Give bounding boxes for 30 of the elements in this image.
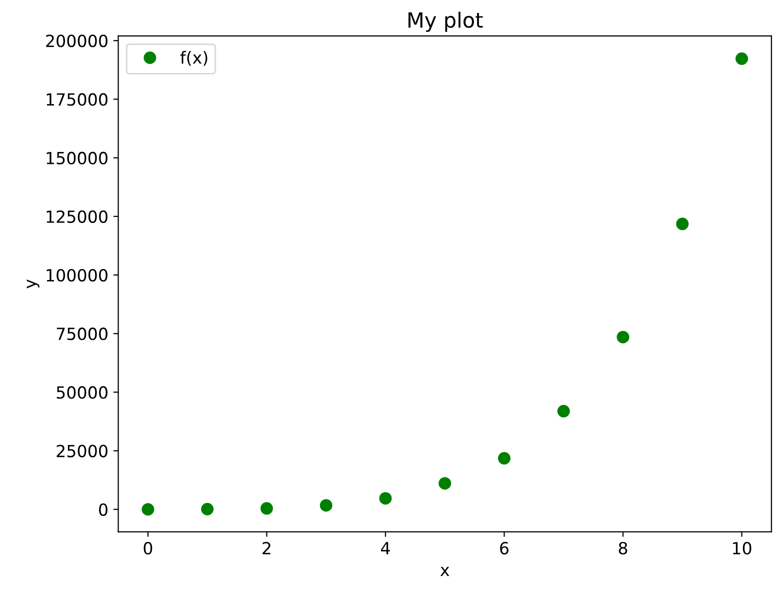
y-tick-label: 200000 — [46, 34, 108, 48]
y-tick-label: 175000 — [46, 93, 108, 106]
legend-label: f(x) — [180, 50, 208, 66]
point — [320, 499, 332, 512]
point — [676, 218, 689, 230]
point — [260, 502, 273, 515]
point — [616, 330, 630, 344]
x-tick-label: 2 — [262, 542, 270, 554]
x-tick-label: 10 — [732, 542, 752, 554]
point — [557, 404, 570, 418]
chart-title: My plot — [408, 12, 483, 32]
point — [736, 52, 748, 65]
y-tick-label: 0 — [99, 503, 108, 516]
point — [142, 503, 154, 516]
x-tick-label: 0 — [144, 542, 152, 554]
y-tick-label: 125000 — [46, 210, 108, 223]
point — [379, 492, 392, 505]
point — [201, 502, 214, 516]
x-tick-label: 8 — [618, 542, 628, 554]
y-tick-label: 50000 — [56, 386, 108, 399]
y-tick-label: 75000 — [56, 328, 108, 340]
y-tick-label: 25000 — [56, 444, 108, 458]
y-tick-label: 150000 — [46, 152, 108, 164]
x-axis-title: x — [440, 566, 450, 576]
x-tick-label: 4 — [380, 542, 390, 554]
point — [498, 452, 510, 465]
x-tick-label: 6 — [500, 542, 508, 554]
y-axis-title: y — [26, 279, 40, 288]
y-tick-label: 100000 — [46, 268, 108, 282]
point — [438, 477, 452, 490]
